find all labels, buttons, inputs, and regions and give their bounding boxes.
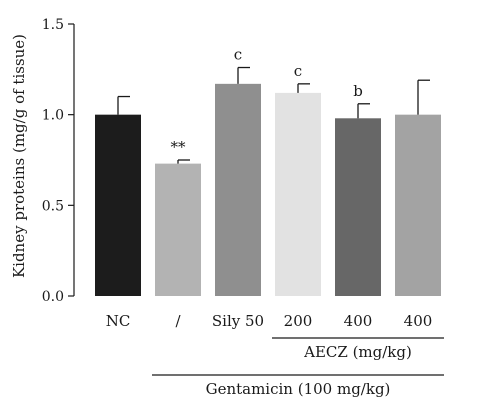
x-tick-label: 200: [284, 312, 313, 330]
x-tick-label: 400: [344, 312, 373, 330]
x-tick-label: Sily 50: [212, 312, 264, 330]
y-tick-label: 1.5: [42, 17, 64, 33]
y-axis-label: Kidney proteins (mg/g of tissue): [10, 34, 28, 278]
y-tick-label: 1.0: [42, 108, 64, 124]
bar: [335, 118, 381, 296]
bar: [95, 114, 141, 297]
y-tick-label: 0.5: [42, 198, 64, 214]
bar: [155, 163, 201, 296]
y-tick-label: 0.0: [42, 289, 64, 305]
group-label: AECZ (mg/kg): [303, 343, 412, 361]
bar: [215, 83, 261, 296]
bar: [395, 114, 441, 297]
x-tick-label: /: [175, 312, 181, 330]
x-tick-label: NC: [106, 312, 131, 330]
bar: [275, 92, 321, 296]
significance-label: c: [294, 62, 302, 80]
plot-area: 0.0 0.5 1.0 1.5 NC ** / c Sily 50 c 200 b 400 400 AECZ…: [42, 17, 444, 398]
group-label: Gentamicin (100 mg/kg): [206, 380, 391, 398]
x-tick-label: 400: [404, 312, 433, 330]
significance-label: b: [353, 82, 363, 100]
significance-label: c: [234, 46, 242, 64]
significance-label: **: [171, 138, 187, 156]
